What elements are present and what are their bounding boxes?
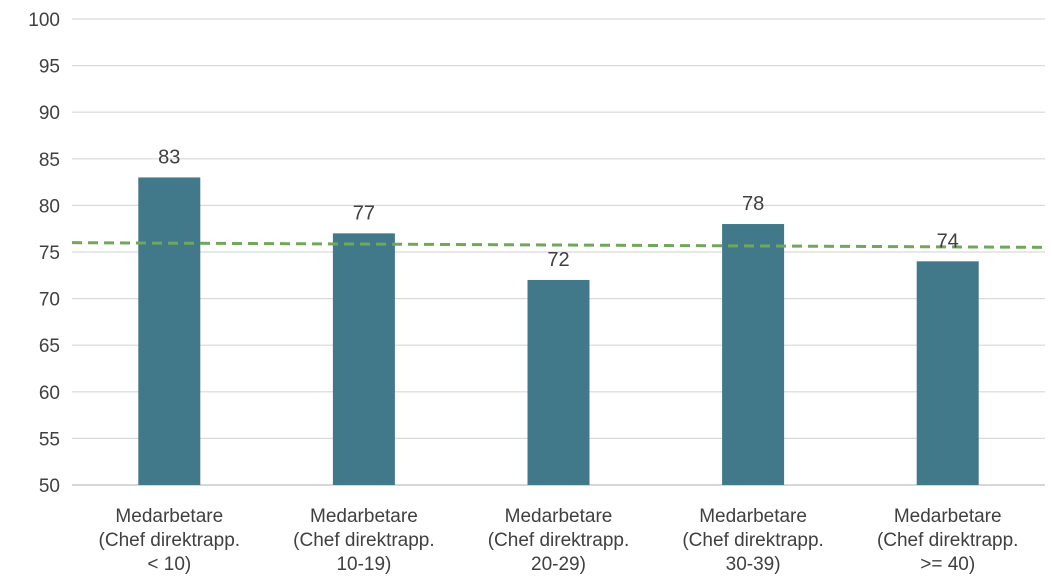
x-category-label-line: Medarbetare xyxy=(894,506,1002,527)
x-axis-category-labels: Medarbetare (Chef direktrapp. < 10)Medarbe… xyxy=(99,506,1019,575)
y-tick-label: 70 xyxy=(39,290,60,311)
x-category-label: Medarbetare (Chef direktrapp. >= 40) xyxy=(877,506,1019,575)
data-label: 72 xyxy=(547,249,569,271)
bar xyxy=(916,261,979,485)
y-tick-label: 80 xyxy=(39,196,60,217)
bar xyxy=(138,177,201,485)
data-label: 74 xyxy=(937,230,959,252)
x-category-label-line: (Chef direktrapp. xyxy=(682,530,824,551)
y-tick-label: 60 xyxy=(39,383,60,404)
y-tick-label: 95 xyxy=(39,57,60,78)
data-labels: 83 77 72 78 74 xyxy=(158,146,959,271)
y-tick-label: 85 xyxy=(39,150,60,171)
x-category-label-line: (Chef direktrapp. xyxy=(877,530,1019,551)
x-category-label-line: < 10) xyxy=(147,554,191,575)
bars xyxy=(138,177,979,486)
y-tick-label: 50 xyxy=(39,476,60,497)
y-tick-label: 100 xyxy=(28,10,60,31)
data-label: 77 xyxy=(353,202,375,224)
y-tick-label: 75 xyxy=(39,243,60,264)
bar xyxy=(332,233,395,485)
x-category-label-line: 20-29) xyxy=(531,554,586,575)
bar xyxy=(527,279,590,485)
y-axis-tick-labels: 50 55 60 65 70 75 80 85 90 95 100 xyxy=(28,10,60,497)
y-tick-label: 55 xyxy=(39,429,60,450)
x-category-label-line: Medarbetare xyxy=(115,506,223,527)
x-category-label-line: Medarbetare xyxy=(310,506,418,527)
data-label: 78 xyxy=(742,193,764,215)
y-tick-label: 65 xyxy=(39,336,60,357)
x-category-label-line: >= 40) xyxy=(920,554,975,575)
x-category-label-line: Medarbetare xyxy=(505,506,613,527)
x-category-label-line: (Chef direktrapp. xyxy=(488,530,630,551)
x-category-label-line: (Chef direktrapp. xyxy=(293,530,435,551)
x-category-label: Medarbetare (Chef direktrapp. 30-39) xyxy=(682,506,824,575)
x-category-label-line: (Chef direktrapp. xyxy=(99,530,241,551)
bar xyxy=(722,224,785,486)
x-category-label: Medarbetare (Chef direktrapp. 20-29) xyxy=(488,506,630,575)
reference-line xyxy=(71,241,1046,249)
x-category-label: Medarbetare (Chef direktrapp. < 10) xyxy=(99,506,241,575)
x-category-label: Medarbetare (Chef direktrapp. 10-19) xyxy=(293,506,435,575)
data-label: 83 xyxy=(158,146,180,168)
y-tick-label: 90 xyxy=(39,103,60,124)
x-category-label-line: 30-39) xyxy=(726,554,781,575)
reference-line-layer xyxy=(71,241,1046,249)
x-category-label-line: Medarbetare xyxy=(699,506,807,527)
x-category-label-line: 10-19) xyxy=(336,554,391,575)
